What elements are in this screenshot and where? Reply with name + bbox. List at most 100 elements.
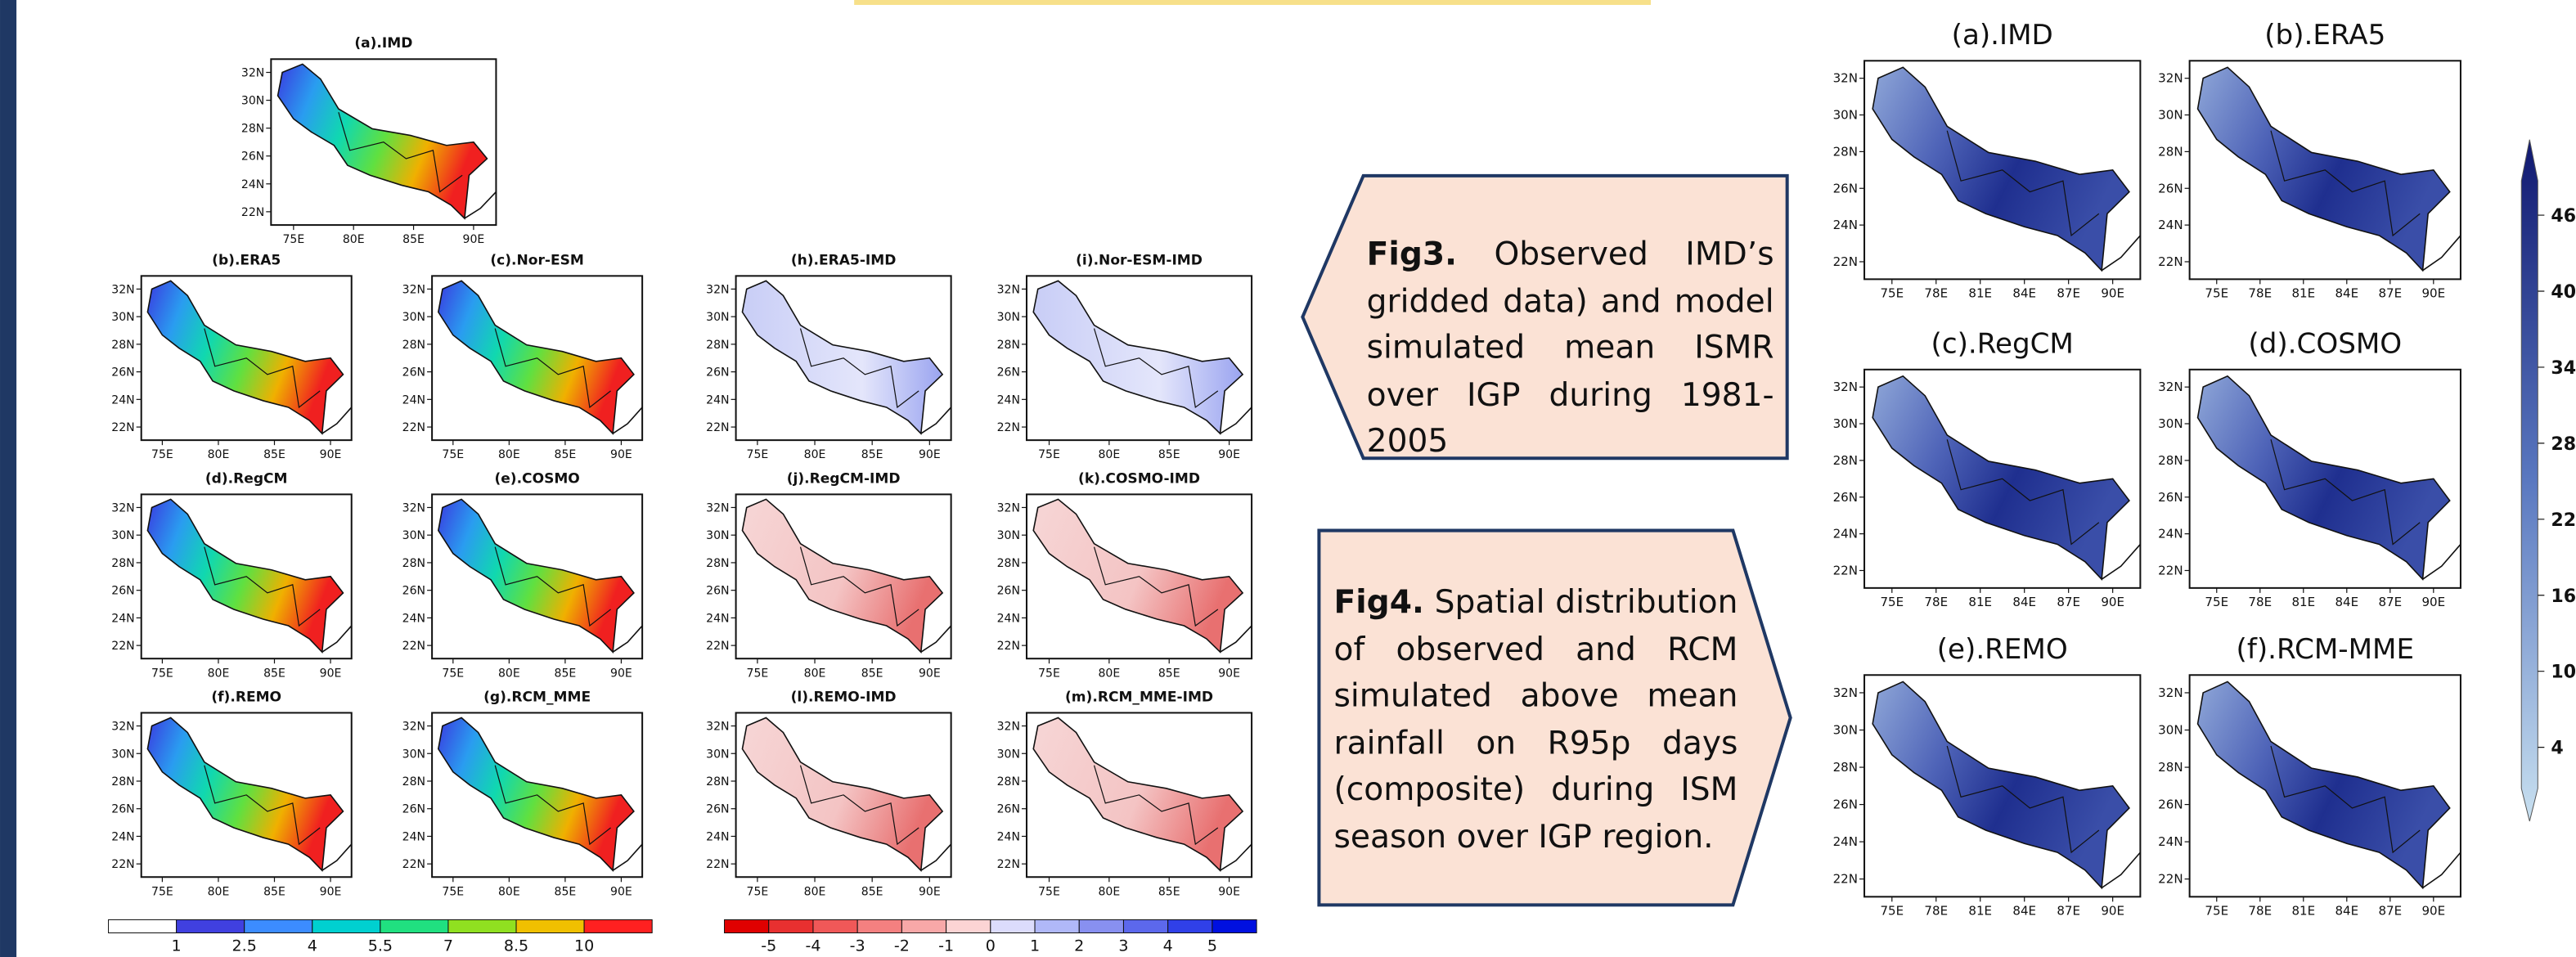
lon-tick-label: 80E [498,667,520,680]
poster-section: (a).IMD 32N 30N 28N 26N 24N 22N 75E 80E 85E 90E (b)… [0,0,2576,957]
lon-tick-label: 84E [2012,285,2036,300]
panel-title: (b).ERA5 [2264,19,2385,52]
lat-tick-label: 22N [111,421,134,434]
lat-tick-label: 26N [402,803,425,816]
lat-tick-label: 28N [1833,760,1858,775]
lon-tick-label: 85E [555,885,577,898]
lat-tick-label: 22N [706,421,729,434]
lat-tick-label: 32N [997,283,1020,296]
lat-tick-label: 30N [1833,108,1858,123]
colorbar-label: 3 [1118,937,1128,955]
lat-tick-label: 22N [706,858,729,871]
panel-title: (f).RCM-MME [2237,633,2415,666]
panel-title: (k).COSMO-IMD [1078,470,1200,487]
colorbar-label: 4 [2551,739,2563,759]
lon-tick-label: 80E [1098,885,1120,898]
lon-tick-label: 90E [2101,903,2124,918]
lat-tick-label: 26N [111,803,134,816]
colorbar-swatch [109,919,177,932]
colorbar-label: 2.5 [232,937,257,955]
figures: (a).IMD 32N 30N 28N 26N 24N 22N 75E 80E 85E 90E (b)… [0,0,2576,957]
caption-text: Spatial distribution of observed and RCM… [1333,583,1738,855]
lon-tick-label: 90E [1218,448,1240,461]
lat-tick-label: 32N [997,721,1020,734]
lat-tick-label: 22N [706,640,729,653]
lon-tick-label: 87E [2057,285,2080,300]
lon-tick-label: 85E [1158,667,1180,680]
lon-tick-label: 81E [2291,285,2315,300]
lon-tick-label: 87E [2378,285,2402,300]
lat-tick-label: 22N [2158,872,2183,887]
lat-tick-label: 26N [111,585,134,598]
lon-tick-label: 75E [442,448,464,461]
panel-title: (c).RegCM [1931,328,2074,361]
lon-tick-label: 84E [2335,595,2358,609]
lat-tick-label: 22N [402,640,425,653]
page: {"fig3": {"panels": ["(a).IMD", "(b).ERA… [0,0,2576,957]
lon-tick-label: 85E [555,448,577,461]
lat-tick-label: 30N [706,529,729,542]
lat-tick-label: 24N [997,393,1020,407]
panel-title: (f).REMO [211,689,281,705]
lat-tick-label: 28N [997,339,1020,352]
lon-tick-label: 90E [1218,667,1240,680]
lat-tick-label: 30N [402,311,425,324]
colorbar-swatch [991,919,1035,932]
lon-tick-label: 75E [2205,285,2228,300]
lat-tick-label: 22N [1833,872,1858,887]
panel-title: (b).ERA5 [212,252,281,268]
lat-tick-label: 26N [1833,181,1858,195]
lat-tick-label: 22N [111,858,134,871]
lat-tick-label: 22N [111,640,134,653]
lon-tick-label: 90E [919,448,941,461]
colorbar-label: 10 [574,937,594,955]
lat-tick-label: 22N [1833,564,1858,578]
lat-tick-label: 24N [111,830,134,843]
lat-tick-label: 22N [997,640,1020,653]
caption-label: Fig4. [1333,583,1423,621]
lat-tick-label: 24N [706,393,729,407]
colorbar-label: 10 [2551,663,2576,683]
lat-tick-label: 24N [706,612,729,625]
colorbar-label: 8.5 [504,937,528,955]
lat-tick-label: 24N [241,178,264,191]
lon-tick-label: 75E [1038,448,1060,461]
colorbar-label: 0 [986,937,996,955]
panel-title: (m).RCM_MME-IMD [1065,689,1213,705]
lon-tick-label: 85E [263,885,285,898]
lon-tick-label: 75E [1038,667,1060,680]
colorbar-swatch [245,919,312,932]
lat-tick-label: 26N [997,585,1020,598]
colorbar [2521,140,2538,821]
lat-tick-label: 24N [402,612,425,625]
lat-tick-label: 30N [241,95,264,108]
colorbar-swatch [725,919,769,932]
panel-title: (g).RCM_MME [483,689,591,705]
panel-title: (e).COSMO [494,470,579,487]
lat-tick-label: 24N [111,612,134,625]
colorbar-swatch [901,919,946,932]
lat-tick-label: 32N [402,721,425,734]
lat-tick-label: 24N [2158,834,2183,849]
lon-tick-label: 90E [1218,885,1240,898]
panel-title: (c).Nor-ESM [490,252,584,268]
colorbar-swatch [448,919,516,932]
lat-tick-label: 30N [402,748,425,761]
lat-tick-label: 30N [706,748,729,761]
lat-tick-label: 30N [111,529,134,542]
lon-tick-label: 90E [610,448,632,461]
fig4-caption: Fig4. Spatial distribution of observed a… [1333,580,1738,860]
colorbar-label: 5 [1207,937,1217,955]
lat-tick-label: 28N [402,775,425,789]
panel-title: (a).IMD [354,35,412,52]
lon-tick-label: 80E [804,885,826,898]
lat-tick-label: 22N [997,858,1020,871]
lat-tick-label: 24N [997,612,1020,625]
lon-tick-label: 90E [919,885,941,898]
lon-tick-label: 75E [442,885,464,898]
colorbar-swatch [1168,919,1212,932]
lon-tick-label: 80E [1098,448,1120,461]
colorbar-label: 1 [172,937,182,955]
lat-tick-label: 24N [402,393,425,407]
lon-tick-label: 80E [343,233,365,246]
